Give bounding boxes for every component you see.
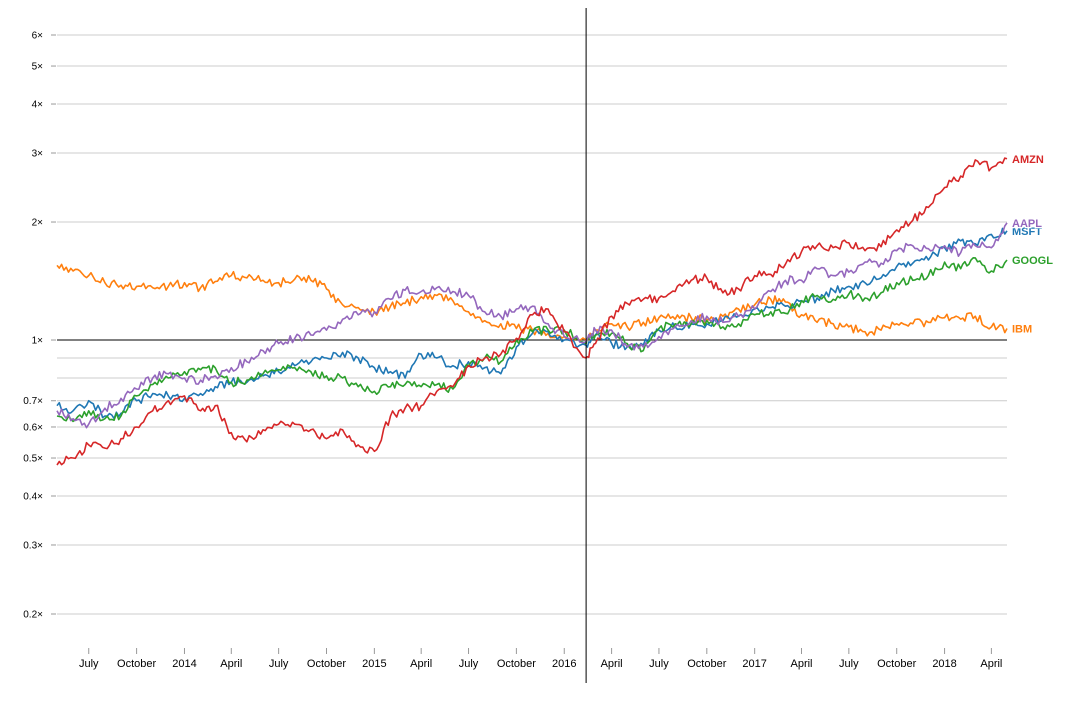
x-tick-label: October [877, 658, 916, 670]
y-gridlines [57, 34, 1007, 615]
series-line-aapl[interactable] [56, 222, 1008, 429]
series-line-googl[interactable] [56, 257, 1008, 423]
series-lines [56, 157, 1008, 466]
y-axis: 0.2× 0.3× 0.4× 0.5× 0.6× 0.7× 1× 2× 3× 4× 5× 6× [23, 31, 56, 621]
series-line-amzn[interactable] [56, 157, 1008, 466]
y-tick-label: 5× [32, 62, 44, 73]
series-label-aapl: AAPL [1012, 218, 1042, 230]
x-tick-label: April [410, 658, 432, 670]
y-tick-label: 0.2× [23, 610, 43, 621]
series-label-msft: MSFT [1012, 226, 1042, 238]
x-tick-label: April [790, 658, 812, 670]
x-tick-label: April [601, 658, 623, 670]
y-tick-label: 0.4× [23, 492, 43, 503]
x-tick-label: July [269, 658, 289, 670]
x-tick-label: July [649, 658, 669, 670]
series-label-ibm: IBM [1012, 324, 1032, 336]
series-label-googl: GOOGL [1012, 255, 1053, 267]
series-line-msft[interactable] [56, 227, 1008, 420]
x-tick-label: October [687, 658, 726, 670]
y-tick-label: 4× [32, 100, 44, 111]
y-tick-label: 6× [32, 31, 44, 42]
series-label-amzn: AMZN [1012, 154, 1044, 166]
x-tick-label: 2017 [742, 658, 766, 670]
x-tick-label: 2016 [552, 658, 576, 670]
y-tick-label: 2× [32, 218, 44, 229]
y-tick-label: 0.7× [23, 396, 43, 407]
x-axis: July October 2014 April July October 2015 April… [79, 648, 1002, 670]
x-tick-label: July [79, 658, 99, 670]
y-tick-label: 0.6× [23, 422, 43, 433]
series-line-ibm[interactable] [56, 263, 1008, 342]
x-tick-label: 2014 [172, 658, 196, 670]
x-tick-label: October [497, 658, 536, 670]
x-tick-label: July [459, 658, 479, 670]
y-tick-label: 0.5× [23, 454, 43, 465]
x-tick-label: October [117, 658, 156, 670]
y-tick-label: 1× [32, 336, 44, 347]
x-tick-label: 2018 [932, 658, 956, 670]
y-tick-label: 3× [32, 148, 44, 159]
x-tick-label: April [220, 658, 242, 670]
x-tick-label: 2015 [362, 658, 386, 670]
x-tick-label: October [307, 658, 346, 670]
x-tick-label: July [839, 658, 859, 670]
x-tick-label: April [980, 658, 1002, 670]
y-tick-label: 0.3× [23, 540, 43, 551]
